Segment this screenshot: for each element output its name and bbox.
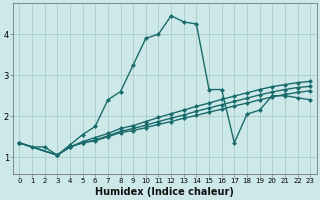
X-axis label: Humidex (Indice chaleur): Humidex (Indice chaleur) bbox=[95, 187, 234, 197]
